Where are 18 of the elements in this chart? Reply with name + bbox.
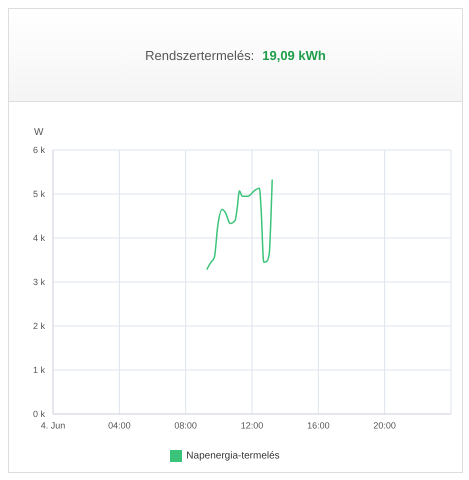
x-tick-label: 4. Jun bbox=[40, 420, 66, 430]
x-tick-label: 04:00 bbox=[108, 420, 131, 430]
y-tick-label: 5 k bbox=[32, 189, 46, 200]
x-tick-label: 08:00 bbox=[174, 420, 197, 430]
legend-label: Napenergia-termelés bbox=[186, 450, 280, 462]
chart-title: Rendszertermelés: bbox=[145, 48, 254, 62]
y-tick-label: 0 k bbox=[32, 409, 46, 420]
y-tick-label: 6 k bbox=[32, 145, 46, 156]
y-tick-label: 4 k bbox=[32, 233, 46, 244]
x-tick-label: 20:00 bbox=[373, 420, 396, 430]
y-tick-label: 3 k bbox=[32, 277, 46, 288]
y-tick-label: 1 k bbox=[32, 365, 46, 376]
y-tick-label: 2 k bbox=[32, 321, 46, 332]
y-axis-title: W bbox=[34, 127, 44, 138]
line-series bbox=[206, 178, 273, 270]
x-tick-label: 16:00 bbox=[307, 420, 330, 430]
chart-subtitle: 19,09 kWh bbox=[262, 48, 326, 62]
x-tick-label: 12:00 bbox=[240, 420, 264, 430]
